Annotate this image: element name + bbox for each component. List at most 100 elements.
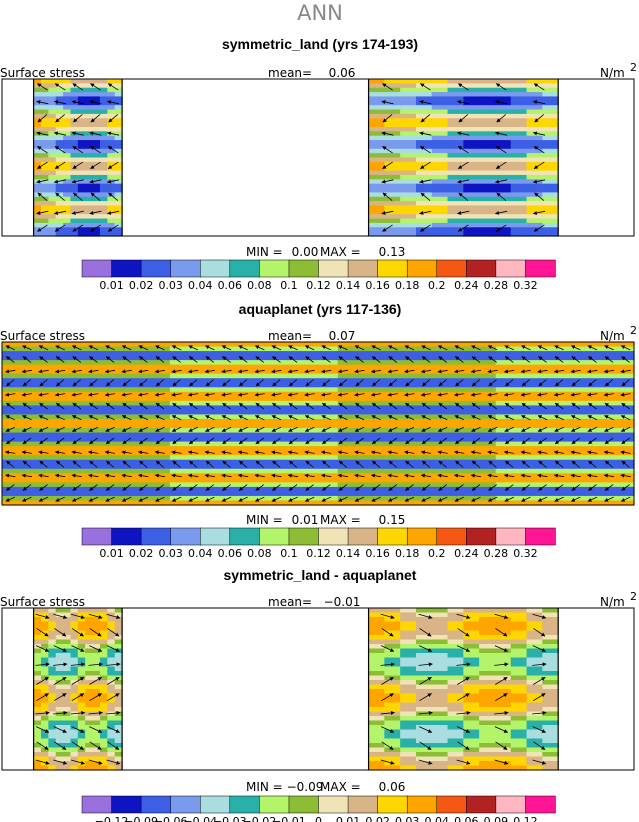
heatmap-cell — [447, 205, 464, 211]
heatmap-cell — [337, 477, 349, 483]
heatmap-cell — [248, 382, 260, 388]
heatmap-cell — [510, 92, 528, 98]
heatmap-cell — [308, 491, 319, 497]
heatmap-cell — [63, 135, 72, 141]
heatmap-cell — [337, 428, 349, 434]
heatmap-cell — [71, 373, 82, 379]
heatmap-cell — [239, 423, 250, 429]
stress-vector — [53, 645, 67, 652]
heatmap-cell — [92, 201, 101, 207]
heatmap-cell — [199, 482, 210, 488]
heatmap-cell — [99, 179, 108, 185]
stress-vector — [354, 369, 365, 374]
heatmap-cell — [63, 693, 72, 699]
heatmap-cell — [604, 432, 615, 438]
heatmap-cell — [160, 468, 171, 474]
heatmap-cell — [542, 205, 559, 211]
stress-vector — [55, 415, 65, 421]
heatmap-cell — [463, 716, 480, 722]
heatmap-cell — [416, 405, 428, 411]
heatmap-cell — [189, 396, 201, 402]
stress-vector — [89, 693, 102, 702]
stress-vector — [38, 415, 49, 421]
heatmap-cell — [199, 491, 210, 497]
heatmap-cell — [258, 423, 270, 429]
heatmap-cell — [31, 414, 43, 420]
heatmap-cell — [479, 209, 496, 215]
heatmap-cell — [219, 382, 230, 388]
heatmap-cell — [494, 747, 512, 753]
heatmap-cell — [33, 231, 42, 237]
heatmap-cell — [100, 482, 112, 488]
stress-vector — [455, 460, 464, 468]
heatmap-cell — [377, 387, 388, 393]
heatmap-cell — [415, 725, 433, 731]
heatmap-cell — [92, 87, 101, 93]
heatmap-cell — [40, 83, 49, 89]
max-label: MAX = — [320, 245, 361, 259]
heatmap-cell — [169, 423, 181, 429]
stress-vector — [107, 131, 120, 136]
stress-vector — [71, 415, 82, 421]
heatmap-cell — [268, 360, 280, 366]
heatmap-cell — [114, 131, 123, 137]
heatmap-cell — [70, 716, 79, 722]
heatmap-cell — [494, 131, 512, 137]
heatmap-cell — [318, 396, 329, 402]
heatmap-cell — [555, 351, 566, 357]
heatmap-cell — [463, 105, 480, 111]
heatmap-cell — [92, 166, 101, 172]
heatmap-cell — [33, 653, 42, 659]
stress-vector — [54, 83, 66, 91]
heatmap-cell — [308, 351, 319, 357]
heatmap-cell — [476, 477, 487, 483]
heatmap-cell — [377, 464, 388, 470]
heatmap-cell — [384, 231, 401, 237]
heatmap-cell — [479, 153, 496, 159]
heatmap-cell — [70, 711, 79, 717]
heatmap-cell — [2, 351, 13, 357]
heatmap-cell — [107, 639, 116, 645]
heatmap-cell — [99, 680, 108, 686]
heatmap-cell — [268, 418, 280, 425]
stress-vector — [105, 356, 115, 363]
heatmap-cell — [81, 364, 92, 370]
heatmap-cell — [505, 369, 517, 375]
stress-vector — [355, 356, 364, 363]
heatmap-cell — [308, 428, 319, 434]
heatmap-cell — [495, 387, 507, 393]
heatmap-cell — [495, 382, 507, 388]
heatmap-cell — [564, 346, 576, 352]
heatmap-cell — [114, 227, 123, 233]
heatmap-cell — [479, 743, 496, 749]
heatmap-cell — [55, 707, 64, 713]
heatmap-cell — [368, 612, 385, 618]
heatmap-cell — [92, 747, 101, 753]
heatmap-cell — [447, 188, 464, 193]
heatmap-cell — [140, 400, 151, 406]
heatmap-cell — [239, 373, 250, 379]
stress-vector — [188, 345, 198, 351]
heatmap-cell — [426, 428, 438, 434]
heatmap-cell — [515, 459, 526, 465]
heatmap-cell — [384, 201, 401, 207]
heatmap-cell — [298, 473, 309, 479]
heatmap-cell — [466, 459, 477, 465]
stress-vector — [553, 392, 565, 397]
heatmap-cell — [268, 351, 280, 357]
heatmap-cell — [77, 126, 86, 132]
heatmap-cell — [55, 170, 64, 176]
stress-vector — [571, 437, 581, 445]
heatmap-cell — [2, 423, 13, 429]
heatmap-cell — [584, 477, 596, 483]
heatmap-cell — [400, 209, 417, 215]
heatmap-cell — [258, 418, 270, 425]
heatmap-cell — [248, 373, 260, 379]
stress-vector — [471, 402, 481, 410]
heatmap-cell — [510, 109, 528, 115]
heatmap-cell — [466, 482, 477, 488]
heatmap-cell — [525, 432, 536, 438]
stress-vector — [55, 484, 65, 491]
heatmap-cell — [92, 92, 101, 98]
stress-vector — [104, 369, 116, 374]
